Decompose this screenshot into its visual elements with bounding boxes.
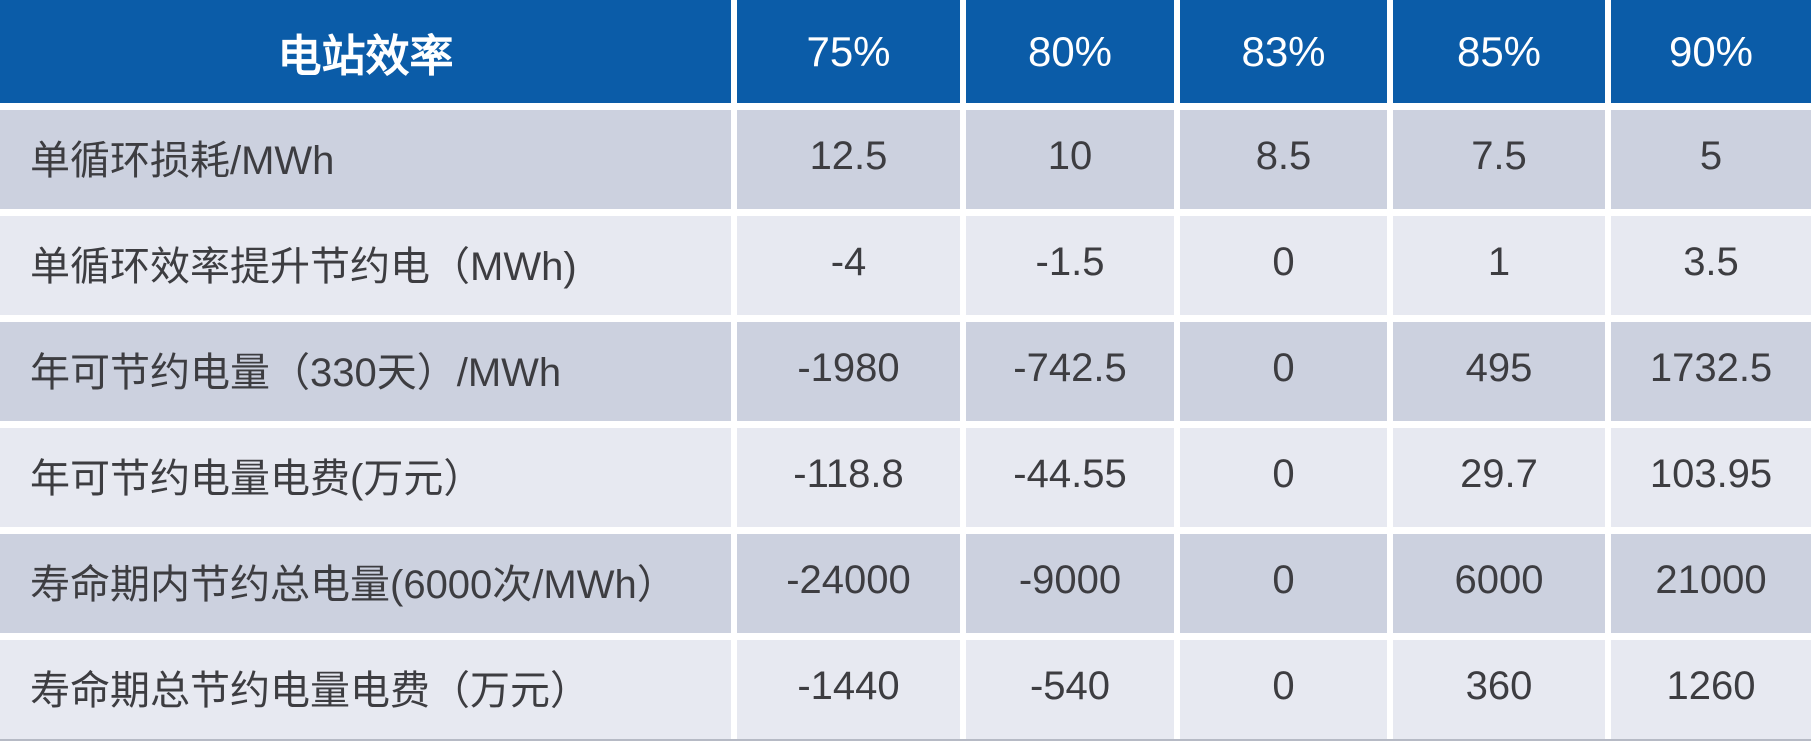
cell-value: 0 <box>1180 640 1387 739</box>
row-label: 单循环损耗/MWh <box>0 110 731 209</box>
cell-value: 0 <box>1180 322 1387 421</box>
cell-value: 10 <box>966 110 1174 209</box>
cell-value: 5 <box>1611 110 1811 209</box>
cell-value: 8.5 <box>1180 110 1387 209</box>
column-header: 90% <box>1611 0 1811 103</box>
cell-value: 12.5 <box>737 110 960 209</box>
cell-value: 21000 <box>1611 534 1811 633</box>
column-header: 75% <box>737 0 960 103</box>
table-title-cell: 电站效率 <box>0 0 731 103</box>
cell-value: 1732.5 <box>1611 322 1811 421</box>
cell-value: 0 <box>1180 216 1387 315</box>
cell-value: 29.7 <box>1393 428 1605 527</box>
row-label: 寿命期总节约电量电费（万元） <box>0 640 731 739</box>
cell-value: -1980 <box>737 322 960 421</box>
cell-value: -24000 <box>737 534 960 633</box>
column-header: 85% <box>1393 0 1605 103</box>
row-label: 寿命期内节约总电量(6000次/MWh） <box>0 534 731 633</box>
cell-value: -118.8 <box>737 428 960 527</box>
cell-value: 0 <box>1180 428 1387 527</box>
row-label: 年可节约电量（330天）/MWh <box>0 322 731 421</box>
column-header: 83% <box>1180 0 1387 103</box>
cell-value: 0 <box>1180 534 1387 633</box>
cell-value: 495 <box>1393 322 1605 421</box>
column-header: 80% <box>966 0 1174 103</box>
cell-value: -1.5 <box>966 216 1174 315</box>
cell-value: 7.5 <box>1393 110 1605 209</box>
cell-value: 1 <box>1393 216 1605 315</box>
cell-value: -1440 <box>737 640 960 739</box>
cell-value: -4 <box>737 216 960 315</box>
cell-value: -540 <box>966 640 1174 739</box>
cell-value: 103.95 <box>1611 428 1811 527</box>
cell-value: -44.55 <box>966 428 1174 527</box>
cell-value: -9000 <box>966 534 1174 633</box>
cell-value: 1260 <box>1611 640 1811 739</box>
cell-value: 360 <box>1393 640 1605 739</box>
row-label: 单循环效率提升节约电（MWh) <box>0 216 731 315</box>
row-label: 年可节约电量电费(万元） <box>0 428 731 527</box>
cell-value: -742.5 <box>966 322 1174 421</box>
cell-value: 6000 <box>1393 534 1605 633</box>
cell-value: 3.5 <box>1611 216 1811 315</box>
